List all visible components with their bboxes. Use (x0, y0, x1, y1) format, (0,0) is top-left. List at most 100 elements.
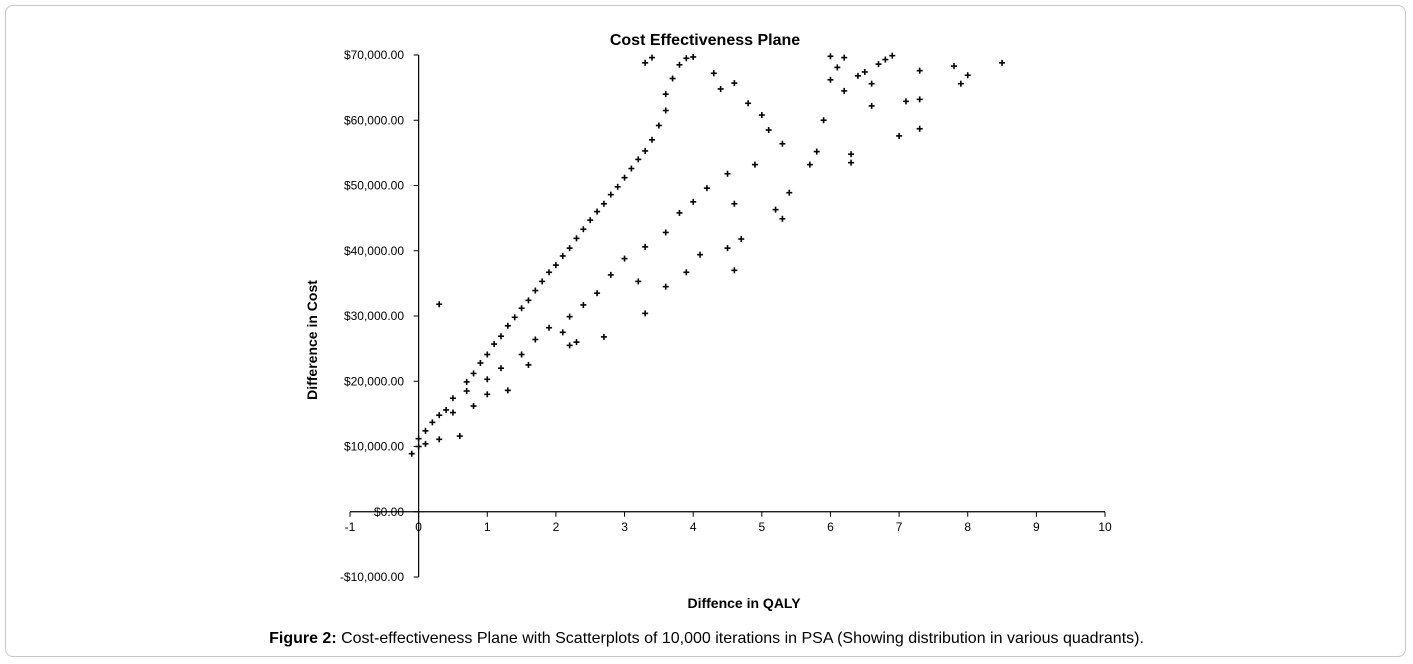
data-point (820, 117, 827, 124)
data-point (546, 269, 553, 276)
data-point (745, 100, 752, 107)
data-point (662, 229, 669, 236)
data-point (621, 174, 628, 181)
data-point (731, 267, 738, 274)
data-point (786, 189, 793, 196)
data-point (587, 217, 594, 224)
x-axis-label: Diffence in QALY (687, 595, 801, 611)
data-point (470, 403, 477, 410)
data-point (717, 85, 724, 92)
data-point (731, 80, 738, 87)
figure-frame (5, 5, 1406, 657)
data-point (518, 305, 525, 312)
data-point (422, 427, 429, 434)
data-point (504, 322, 511, 329)
data-point (765, 127, 772, 134)
data-point (408, 450, 415, 457)
data-point (443, 406, 450, 413)
data-point (436, 301, 443, 308)
x-tick-label: 2 (553, 520, 560, 534)
y-tick-label: $30,000.00 (344, 309, 404, 323)
data-point (751, 161, 758, 168)
y-tick-label: $40,000.00 (344, 244, 404, 258)
data-point (676, 61, 683, 68)
data-point (600, 333, 607, 340)
data-point (552, 262, 559, 269)
data-point (415, 443, 422, 450)
data-point (964, 72, 971, 79)
data-point (436, 412, 443, 419)
x-tick-label: 0 (415, 520, 422, 534)
data-point (594, 208, 601, 215)
data-point (841, 87, 848, 94)
data-point (449, 409, 456, 416)
data-point (902, 98, 909, 105)
y-tick-label: $0.00 (374, 505, 404, 519)
x-tick-label: 5 (758, 520, 765, 534)
data-point (999, 59, 1006, 66)
data-point (429, 419, 436, 426)
data-point (806, 161, 813, 168)
data-point (697, 251, 704, 258)
data-point (655, 122, 662, 129)
y-tick-labels: $70,000.00 $60,000.00 $50,000.00 $40,000.00… (340, 48, 404, 584)
data-point (738, 236, 745, 243)
data-point (896, 132, 903, 139)
data-point (758, 112, 765, 119)
caption-label: Figure 2: (269, 630, 337, 647)
x-tick-label: 3 (621, 520, 628, 534)
data-point (662, 91, 669, 98)
data-point (827, 76, 834, 83)
data-point (731, 200, 738, 207)
data-point (546, 324, 553, 331)
data-point (498, 333, 504, 340)
data-point (484, 376, 491, 383)
data-point (525, 361, 532, 368)
data-point (827, 53, 834, 60)
data-point (504, 387, 511, 394)
data-point (951, 63, 957, 70)
data-point (573, 339, 580, 346)
y-tick-label: $10,000.00 (344, 440, 404, 454)
data-point (463, 378, 470, 385)
data-point (957, 80, 964, 87)
data-point (621, 255, 628, 262)
x-tick-label: 7 (896, 520, 903, 534)
data-point (642, 310, 649, 317)
axes (349, 54, 1106, 578)
data-point (566, 342, 573, 349)
data-point (642, 147, 649, 154)
data-point (498, 365, 504, 372)
x-tick-label: 8 (964, 520, 971, 534)
data-point (518, 351, 525, 358)
cost-effectiveness-chart: Cost Effectiveness Plane Difference in C… (304, 32, 1112, 611)
data-point (525, 297, 532, 304)
data-point (580, 301, 587, 308)
data-point (683, 269, 690, 276)
data-point (710, 70, 717, 77)
y-tick-label: $20,000.00 (344, 374, 404, 388)
x-tick-label: 4 (690, 520, 697, 534)
data-point (491, 341, 498, 348)
data-point (415, 435, 422, 442)
data-point (868, 102, 875, 109)
data-point (607, 191, 614, 198)
data-point (566, 245, 573, 252)
data-point (875, 61, 882, 68)
x-tick-label: 10 (1098, 520, 1112, 534)
data-point (436, 436, 443, 443)
x-tick-label: -1 (345, 520, 356, 534)
data-point (642, 243, 649, 250)
y-tick-label: $60,000.00 (344, 113, 404, 127)
data-point (854, 72, 861, 79)
figure-caption: Figure 2: Cost-effectiveness Plane with … (0, 630, 1413, 648)
data-point (848, 159, 855, 166)
data-point (484, 391, 491, 398)
data-point (539, 278, 546, 285)
y-axis-label: Difference in Cost (304, 280, 320, 400)
data-point (449, 395, 456, 402)
data-point (470, 370, 477, 377)
data-point (573, 235, 580, 242)
y-tick-label: $50,000.00 (344, 179, 404, 193)
data-point (642, 59, 649, 66)
